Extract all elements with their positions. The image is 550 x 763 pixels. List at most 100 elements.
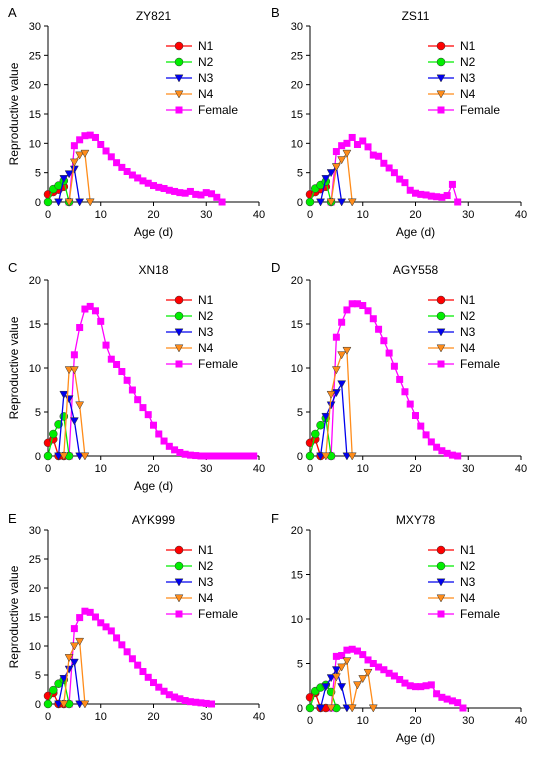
x-axis-label: Age (d) xyxy=(396,225,435,239)
legend-label-n3: N3 xyxy=(460,71,476,85)
point-female xyxy=(427,438,435,446)
panel-a-letter: A xyxy=(8,5,17,20)
point-female xyxy=(144,411,152,419)
x-tick-label: 10 xyxy=(357,209,369,221)
point-female xyxy=(422,191,430,199)
point-n4 xyxy=(326,390,336,399)
series-line-n4 xyxy=(325,349,353,457)
y-tick-label: 10 xyxy=(291,614,303,626)
point-female xyxy=(202,452,210,460)
point-female xyxy=(91,307,99,315)
point-female xyxy=(448,451,456,459)
point-female xyxy=(97,141,105,149)
point-female xyxy=(102,623,110,631)
legend-marker-n4 xyxy=(436,344,446,353)
legend-marker-n2 xyxy=(436,311,446,321)
point-female xyxy=(128,386,136,394)
point-female xyxy=(81,132,89,140)
point-female xyxy=(359,651,367,659)
y-tick-label: 0 xyxy=(35,451,41,463)
point-female xyxy=(139,404,147,412)
point-female xyxy=(364,656,372,664)
point-female xyxy=(396,175,404,183)
x-tick-label: 0 xyxy=(45,463,51,475)
point-n3 xyxy=(75,198,85,207)
x-tick-label: 40 xyxy=(515,209,527,221)
point-female xyxy=(128,171,136,179)
point-female xyxy=(197,452,205,460)
y-tick-label: 0 xyxy=(297,703,303,715)
point-n3 xyxy=(69,417,79,426)
legend-label-female: Female xyxy=(198,607,238,621)
point-n4 xyxy=(69,366,79,375)
point-female xyxy=(412,189,419,197)
legend-marker-n2 xyxy=(174,57,184,67)
point-female xyxy=(406,682,414,690)
point-female xyxy=(150,679,157,687)
point-n4 xyxy=(64,654,74,663)
y-tick-label: 15 xyxy=(29,319,41,331)
legend-marker-n3 xyxy=(436,578,446,587)
point-female xyxy=(160,437,168,445)
point-n3 xyxy=(337,198,347,207)
point-female xyxy=(385,164,393,172)
legend-marker-n4 xyxy=(436,594,446,603)
point-female xyxy=(160,185,168,193)
point-n4 xyxy=(342,657,352,666)
point-female xyxy=(234,452,242,460)
point-female xyxy=(369,315,377,323)
legend-label-n3: N3 xyxy=(198,575,214,589)
point-female xyxy=(171,446,179,454)
point-female xyxy=(239,452,247,460)
legend-marker-n1 xyxy=(174,545,184,555)
legend-label-n1: N1 xyxy=(460,293,476,307)
point-female xyxy=(86,608,94,616)
legend-label-n1: N1 xyxy=(460,543,476,557)
point-female xyxy=(123,376,131,384)
point-female xyxy=(218,452,226,460)
point-female xyxy=(118,368,126,376)
point-female xyxy=(353,300,361,308)
y-tick-label: 15 xyxy=(291,109,303,121)
point-female xyxy=(375,663,383,671)
point-female xyxy=(338,318,346,326)
point-female xyxy=(348,300,356,308)
point-n4 xyxy=(59,452,69,461)
series-line-female xyxy=(330,303,458,457)
point-n3 xyxy=(64,170,74,179)
x-tick-label: 30 xyxy=(462,715,474,727)
series-line-n3 xyxy=(319,381,348,457)
legend-label-n4: N4 xyxy=(460,591,476,605)
legend-marker-n3 xyxy=(436,328,446,337)
chart-title: AYK999 xyxy=(132,513,175,527)
y-tick-label: 0 xyxy=(35,197,41,209)
point-female xyxy=(134,661,142,669)
point-n4 xyxy=(347,452,357,461)
y-tick-label: 0 xyxy=(297,197,303,209)
x-tick-label: 10 xyxy=(357,463,369,475)
point-female xyxy=(443,192,451,200)
point-n4 xyxy=(321,452,331,461)
series-line-female xyxy=(68,610,212,705)
legend-marker-n4 xyxy=(436,90,446,99)
point-female xyxy=(218,198,226,206)
chart-title: AGY558 xyxy=(393,263,439,277)
y-axis-label: Reproductive value xyxy=(7,62,21,165)
point-female xyxy=(375,325,383,333)
legend-label-n2: N2 xyxy=(460,559,476,573)
point-n3 xyxy=(59,675,69,683)
x-tick-label: 0 xyxy=(307,715,313,727)
panel-d-letter: D xyxy=(271,260,280,275)
point-female xyxy=(375,152,383,160)
point-female xyxy=(113,360,121,368)
y-axis-label: Reproductive value xyxy=(7,565,21,668)
legend-label-n4: N4 xyxy=(198,591,214,605)
y-tick-label: 5 xyxy=(35,407,41,419)
y-tick-label: 5 xyxy=(297,168,303,180)
point-female xyxy=(128,655,136,663)
point-n4 xyxy=(363,668,373,677)
point-female xyxy=(401,679,409,687)
point-n4 xyxy=(337,351,347,360)
legend-marker-n1 xyxy=(436,41,446,51)
point-female xyxy=(332,333,340,341)
